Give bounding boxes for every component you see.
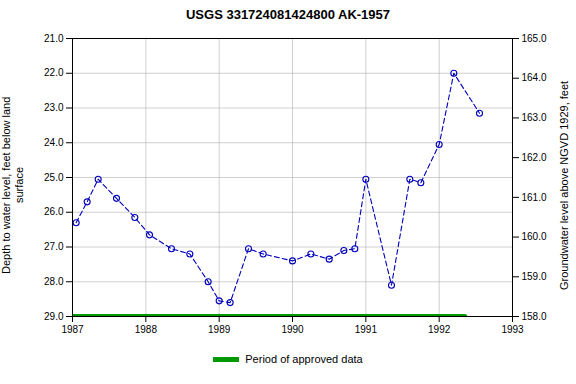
- svg-text:25.0: 25.0: [44, 172, 64, 183]
- svg-text:161.0: 161.0: [522, 192, 547, 203]
- svg-text:158.0: 158.0: [522, 311, 547, 322]
- svg-text:1988: 1988: [135, 324, 158, 335]
- html-text:Depth to water level, feet bel: Depth to water level, feet below land su…: [0, 96, 25, 274]
- svg-text:27.0: 27.0: [44, 241, 64, 252]
- svg-text:1992: 1992: [428, 324, 451, 335]
- svg-text:162.0: 162.0: [522, 152, 547, 163]
- svg-text:26.0: 26.0: [44, 206, 64, 217]
- html-text:Period of approved data: Period of approved data: [245, 353, 363, 365]
- svg-text:1990: 1990: [281, 324, 304, 335]
- svg-text:164.0: 164.0: [522, 72, 547, 83]
- svg-text:1989: 1989: [208, 324, 231, 335]
- svg-text:23.0: 23.0: [44, 102, 64, 113]
- html-text:USGS 331724081424800 AK-1957: USGS 331724081424800 AK-1957: [186, 7, 390, 22]
- svg-text:1991: 1991: [355, 324, 378, 335]
- html-text:Groundwater level above NGVD 1: Groundwater level above NGVD 1929, feet: [558, 80, 570, 290]
- svg-text:21.0: 21.0: [44, 33, 64, 44]
- svg-text:29.0: 29.0: [44, 311, 64, 322]
- svg-text:165.0: 165.0: [522, 33, 547, 44]
- svg-text:22.0: 22.0: [44, 67, 64, 78]
- svg-text:160.0: 160.0: [522, 231, 547, 242]
- svg-text:24.0: 24.0: [44, 137, 64, 148]
- svg-text:1987: 1987: [61, 324, 84, 335]
- svg-text:159.0: 159.0: [522, 271, 547, 282]
- svg-text:163.0: 163.0: [522, 112, 547, 123]
- svg-text:28.0: 28.0: [44, 276, 64, 287]
- svg-text:1993: 1993: [501, 324, 524, 335]
